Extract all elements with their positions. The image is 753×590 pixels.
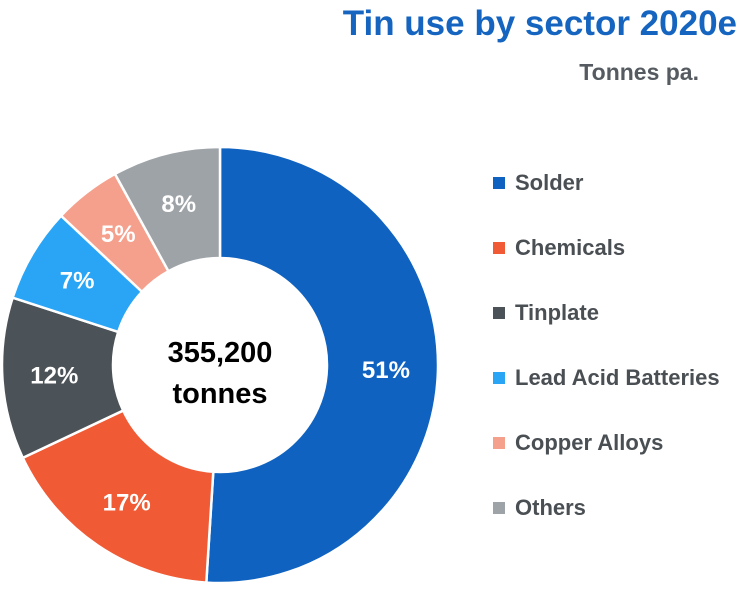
slice-label-tinplate: 12% [30, 362, 78, 389]
legend-item-copper-alloys: Copper Alloys [493, 410, 720, 475]
slice-chemicals [21, 408, 215, 584]
legend-item-tinplate: Tinplate [493, 280, 720, 345]
slice-others [113, 145, 222, 273]
chart-legend: Solder Chemicals Tinplate Lead Acid Batteri… [493, 170, 720, 561]
donut-slices [0, 145, 440, 585]
chart-subtitle: Tonnes pa. [579, 59, 699, 85]
legend-item-chemicals: Chemicals [493, 215, 720, 280]
chart-title: Tin use by sector 2020e [342, 4, 737, 43]
legend-item-others: Others [493, 475, 720, 540]
legend-swatch [493, 436, 505, 449]
slice-label-lead-acid-batteries: 7% [60, 267, 95, 294]
legend-swatch [493, 371, 505, 384]
legend-label: Tinplate [515, 299, 599, 325]
legend-label: Chemicals [515, 234, 626, 260]
slice-label-solder: 51% [362, 357, 410, 384]
legend-item-lead-acid-batteries: Lead Acid Batteries [493, 345, 720, 410]
slice-label-chemicals: 17% [103, 489, 151, 516]
center-total-value: 355,200 [168, 337, 273, 369]
legend-label: Others [515, 494, 586, 520]
legend-swatch [493, 306, 505, 319]
legend-label: Solder [515, 169, 584, 195]
legend-swatch [493, 501, 505, 514]
slice-label-copper-alloys: 5% [101, 221, 136, 248]
slice-solder [204, 145, 440, 585]
legend-label: Lead Acid Batteries [515, 364, 720, 390]
slice-labels: 51% 17% 12% 7%5% 8% [30, 191, 410, 516]
center-total-unit: tonnes [172, 378, 267, 410]
legend-label: Copper Alloys [515, 429, 664, 455]
legend-swatch [493, 241, 505, 254]
legend-item-solder: Solder [493, 150, 720, 215]
legend-swatch [493, 176, 505, 189]
slice-label-others: 8% [161, 191, 196, 218]
